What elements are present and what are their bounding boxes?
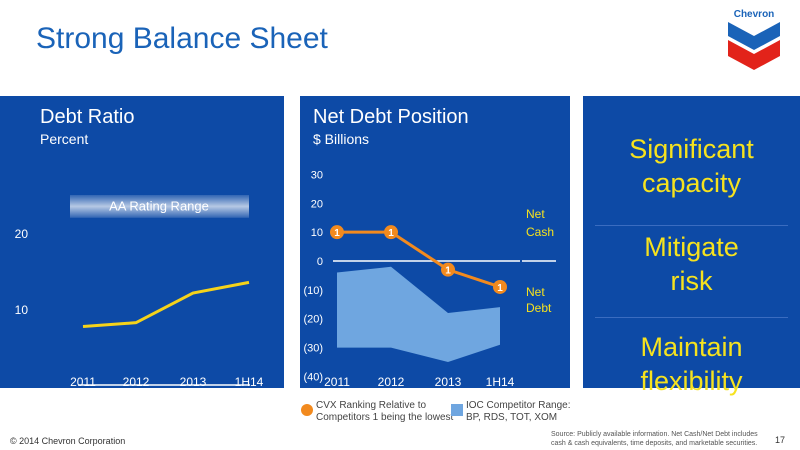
- message-risk-line1: Mitigate: [644, 232, 739, 262]
- net-cash-label-line2: Cash: [526, 225, 554, 239]
- x-tick-label: 1H14: [235, 375, 264, 388]
- message-capacity: Significant capacity: [583, 132, 800, 200]
- rank-label: 1: [497, 283, 503, 294]
- y-tick-label: (40): [303, 371, 323, 383]
- net-debt-chart: (40) (30) (20) (10) 0 10 20 30 1 1 1 1 Net Cash Net Deb…: [303, 169, 556, 388]
- debt-ratio-chart: AA Rating Range 10 20 2011 2012 2013 1H14: [15, 195, 264, 388]
- rank-label: 1: [334, 228, 340, 239]
- ranking-legend-line1: CVX Ranking Relative to: [316, 400, 427, 411]
- debt-ratio-subtitle: Percent: [40, 131, 89, 147]
- y-tick-label: 20: [311, 198, 323, 210]
- message-divider: [595, 317, 788, 318]
- x-tick-label: 2011: [70, 375, 96, 388]
- y-tick-label: 20: [15, 227, 29, 241]
- page-title: Strong Balance Sheet: [36, 22, 328, 55]
- rank-marker: [384, 225, 398, 240]
- message-capacity-line2: capacity: [641, 168, 742, 198]
- x-tick-label: 2012: [123, 375, 150, 388]
- message-flexibility-line2: flexibility: [640, 366, 743, 396]
- y-tick-label: 30: [311, 169, 323, 181]
- competitor-legend: IOC Competitor Range: BP, RDS, TOT, XOM: [466, 400, 571, 424]
- y-tick-label: (30): [303, 343, 323, 355]
- competitor-legend-line1: IOC Competitor Range:: [466, 400, 571, 411]
- net-debt-subtitle: $ Billions: [313, 131, 370, 147]
- rank-label: 1: [388, 228, 394, 239]
- competitor-legend-line2: BP, RDS, TOT, XOM: [466, 412, 558, 423]
- message-flexibility-line1: Maintain: [640, 332, 743, 362]
- competitor-legend-swatch: [451, 404, 463, 416]
- source-note: Source: Publicly available information. …: [551, 431, 758, 447]
- aa-rating-band: [70, 195, 249, 218]
- ranking-legend-line2: Competitors 1 being the lowest: [316, 412, 454, 423]
- debt-ratio-title: Debt Ratio: [40, 106, 135, 128]
- y-tick-label: 0: [317, 256, 323, 268]
- y-tick-label: 10: [311, 227, 323, 239]
- message-divider: [595, 225, 788, 226]
- ranking-legend: CVX Ranking Relative to Competitors 1 be…: [316, 400, 453, 424]
- key-messages-panel: Significant capacity Mitigate risk Maint…: [583, 96, 800, 396]
- debt-ratio-panel: Debt Ratio Percent AA Rating Range 10 20 20…: [0, 96, 284, 388]
- net-debt-label-line1: Net: [526, 285, 545, 299]
- message-risk-line2: risk: [670, 266, 713, 296]
- x-tick-label: 2013: [180, 375, 207, 388]
- x-tick-label: 2012: [378, 375, 405, 388]
- page-number: 17: [775, 435, 786, 445]
- rank-label: 1: [445, 266, 451, 277]
- y-tick-label: (10): [303, 285, 323, 297]
- x-tick-label: 2011: [324, 375, 350, 388]
- rank-marker: [441, 262, 455, 277]
- logo-text: Chevron: [734, 9, 775, 20]
- x-tick-label: 2013: [435, 375, 462, 388]
- cvx-net-debt-line: [337, 230, 501, 289]
- message-flexibility: Maintain flexibility: [583, 330, 800, 398]
- net-debt-title: Net Debt Position: [313, 106, 469, 128]
- competitor-range-area: [337, 266, 500, 363]
- rank-marker: [493, 279, 507, 294]
- message-risk: Mitigate risk: [583, 230, 800, 298]
- ranking-legend-marker: [301, 404, 313, 416]
- x-tick-label: 1H14: [486, 375, 515, 388]
- net-debt-panel: Net Debt Position $ Billions (40) (30) (20…: [300, 96, 570, 388]
- y-tick-label: (20): [303, 314, 323, 326]
- debt-ratio-line: [82, 280, 250, 328]
- net-debt-label-line2: Debt: [526, 301, 552, 315]
- net-cash-label-line1: Net: [526, 207, 545, 221]
- rank-marker: [330, 225, 344, 240]
- aa-rating-label: AA Rating Range: [109, 198, 209, 213]
- copyright: © 2014 Chevron Corporation: [10, 436, 126, 446]
- chevron-logo: Chevron: [728, 9, 780, 70]
- y-tick-label: 10: [15, 303, 29, 317]
- message-capacity-line1: Significant: [629, 134, 754, 164]
